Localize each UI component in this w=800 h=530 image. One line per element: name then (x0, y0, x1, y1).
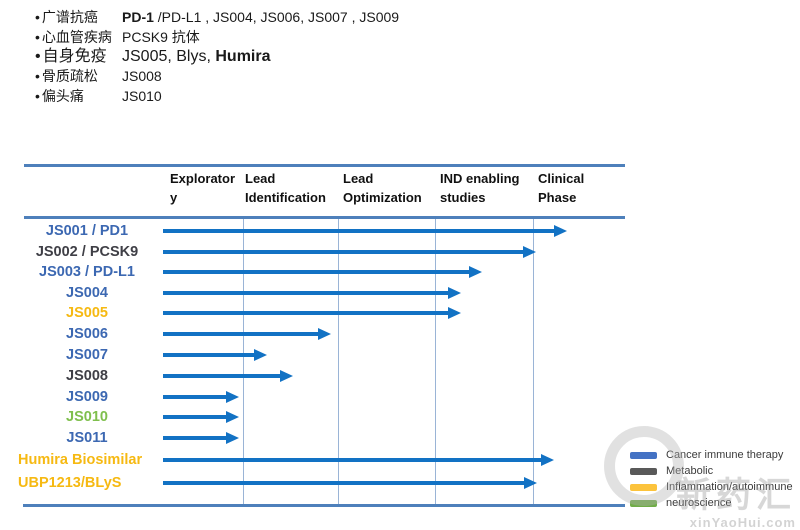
bullet-detail-part: JS005, Blys, (122, 48, 216, 65)
bullet-term: 广谱抗癌 (35, 8, 122, 28)
bullet-detail-part: /PD-L1 , JS004, JS006, JS007 , JS009 (153, 9, 400, 25)
legend-label: Inflammation/autoimmune (666, 481, 793, 493)
bullet-detail: PCSK9 抗体 (122, 28, 200, 48)
progress-arrow (163, 374, 280, 378)
legend-swatch-icon (630, 451, 657, 459)
program-label: JS006 (66, 326, 108, 342)
legend-swatch-icon (630, 499, 657, 507)
legend-label: neuroscience (666, 497, 732, 509)
program-label: JS010 (66, 409, 108, 425)
bullet-detail: JS005, Blys, Humira (122, 47, 271, 67)
program-label: JS011 (66, 430, 108, 446)
program-label: JS005 (66, 305, 108, 321)
category-legend: Cancer immune therapy Metabolic Inflammati… (630, 449, 793, 513)
chart-header-separator-rule (24, 216, 625, 219)
program-label: JS009 (66, 389, 108, 405)
progress-arrow (163, 436, 226, 440)
progress-arrow (163, 415, 226, 419)
legend-swatch-icon (630, 483, 657, 491)
stage-gridline (533, 219, 534, 506)
bullet-detail: JS008 (122, 67, 162, 87)
bullet-term: 自身免疫 (35, 47, 122, 67)
legend-item: Inflammation/autoimmune (630, 481, 793, 493)
progress-arrow (163, 353, 254, 357)
program-label: JS004 (66, 285, 108, 301)
program-label: Humira Biosimilar (18, 452, 143, 468)
progress-arrow (163, 229, 554, 233)
stage-gridline (243, 219, 244, 506)
progress-arrow (163, 270, 469, 274)
stage-header: Lead Optimization (343, 171, 422, 205)
chart-bottom-rule (23, 504, 625, 507)
stage-gridline (435, 219, 436, 506)
bullet-detail-part: PD-1 (122, 9, 154, 25)
bullet-term: 心血管疾病 (35, 28, 122, 48)
progress-arrow (163, 250, 523, 254)
program-label: JS003 / PD-L1 (39, 264, 135, 280)
progress-arrow (163, 291, 448, 295)
legend-label: Cancer immune therapy (666, 449, 784, 461)
legend-item: neuroscience (630, 497, 793, 509)
bullet-detail-part: Humira (215, 48, 271, 65)
program-label: JS007 (66, 347, 108, 363)
bullet-detail-part: PCSK9 抗体 (122, 28, 200, 45)
program-label: UBP1213/BLyS (18, 475, 122, 491)
bullet-detail-part: JS008 (122, 68, 162, 84)
stage-header: IND enabling studies (440, 171, 520, 205)
legend-swatch-icon (630, 467, 657, 475)
legend-item: Metabolic (630, 465, 793, 477)
progress-arrow (163, 481, 524, 485)
stage-header: Exploratory (170, 171, 236, 205)
legend-item: Cancer immune therapy (630, 449, 793, 461)
bullet-term: 骨质疏松 (35, 67, 122, 87)
legend-label: Metabolic (666, 465, 714, 477)
bullet-detail: JS010 (122, 87, 162, 107)
program-label: JS008 (66, 368, 108, 384)
stage-header: Clinical Phase (538, 171, 585, 205)
program-label: JS002 / PCSK9 (35, 244, 139, 260)
bullet-detail-part: JS010 (122, 87, 162, 104)
stage-header: Lead Identification (245, 171, 326, 205)
bullet-detail: PD-1 /PD-L1 , JS004, JS006, JS007 , JS00… (122, 8, 399, 28)
progress-arrow (163, 395, 226, 399)
stage-gridline (338, 219, 339, 506)
program-label: JS001 / PD1 (45, 223, 129, 239)
chart-top-rule (24, 164, 625, 167)
progress-arrow (163, 458, 541, 462)
bullet-term: 偏头痛 (35, 87, 122, 107)
progress-arrow (163, 311, 448, 315)
progress-arrow (163, 332, 318, 336)
